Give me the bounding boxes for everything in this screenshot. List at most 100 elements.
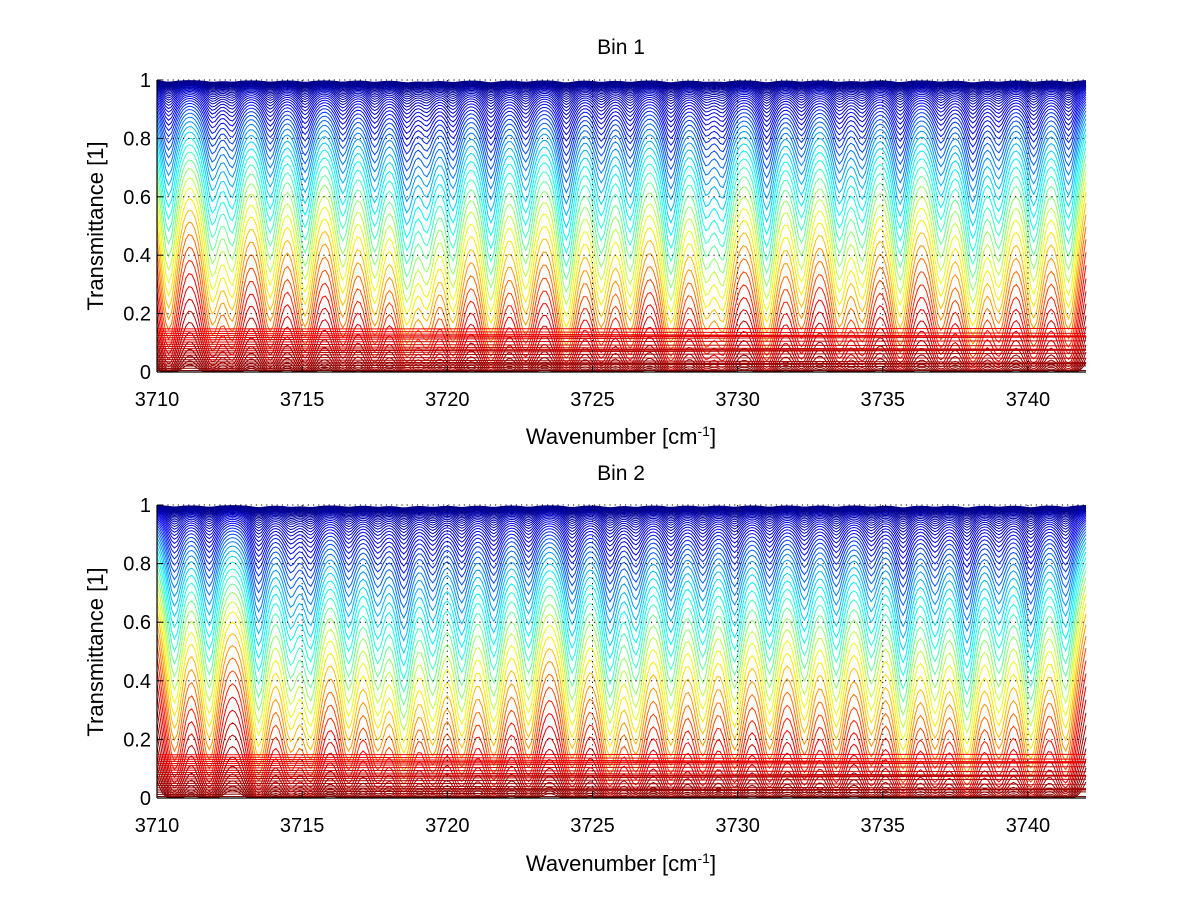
series-line [156, 98, 1087, 149]
x-axis-label: Wavenumber [cm-1] [526, 850, 716, 876]
series-line [156, 782, 1087, 785]
series-line [156, 787, 1087, 791]
series-line [156, 775, 1087, 780]
x-tick-label: 3720 [425, 389, 470, 411]
curves-group [156, 80, 1087, 373]
series-line [156, 513, 1087, 546]
series-line [156, 330, 1087, 334]
series-line [156, 756, 1087, 760]
x-tick-label: 3720 [425, 815, 470, 837]
series-line [156, 336, 1087, 341]
series-line [156, 510, 1087, 534]
series-line [156, 352, 1087, 356]
series-line [156, 239, 1087, 359]
series-line [156, 359, 1087, 363]
series-line [156, 507, 1087, 522]
series-line [156, 762, 1087, 767]
series-line [156, 758, 1087, 763]
series-line [156, 512, 1087, 542]
grid-lines [157, 79, 1086, 372]
series-line [156, 335, 1087, 373]
series-line [156, 349, 1087, 354]
y-tick-label: 0.8 [123, 128, 151, 150]
series-line [156, 601, 1087, 756]
series-line [156, 508, 1087, 524]
grid-lines [157, 504, 1086, 798]
series-line [156, 85, 1087, 103]
series-line [156, 541, 1087, 645]
series-line [156, 509, 1087, 528]
series-line [156, 90, 1087, 120]
series-line [156, 568, 1087, 709]
series-line [156, 785, 1087, 789]
series-line [156, 110, 1087, 184]
series-line [156, 345, 1087, 350]
series-line [156, 791, 1087, 795]
x-tick-label: 3730 [715, 389, 760, 411]
series-line [156, 202, 1087, 338]
x-tick-label: 3715 [280, 389, 325, 411]
y-tick-label: 0 [140, 362, 151, 384]
series-line [156, 527, 1087, 601]
series-line [156, 84, 1087, 100]
y-tick-label: 0.4 [123, 245, 151, 267]
y-tick-label: 1 [140, 495, 151, 517]
series-line [156, 778, 1087, 782]
series-line [156, 91, 1087, 125]
series-line [156, 518, 1087, 569]
series-line [156, 633, 1087, 781]
series-line [156, 88, 1087, 116]
series-line [156, 506, 1087, 516]
x-tick-label: 3725 [570, 389, 615, 411]
series-line [156, 515, 1087, 556]
series-line [156, 84, 1087, 98]
series-line [156, 107, 1087, 174]
curves-group [156, 505, 1087, 799]
series-line [156, 774, 1087, 777]
series-line [156, 86, 1087, 106]
x-tick-label: 3715 [280, 815, 325, 837]
series-line [156, 335, 1087, 337]
axis-ticks: 3710 3715 3720 3725 3730 3735 3740 0 0.2 0.4 0.6 0.… [123, 495, 1050, 837]
series-line [156, 101, 1087, 157]
series-line [156, 356, 1087, 359]
series-line [156, 550, 1087, 670]
series-line [156, 561, 1087, 696]
series-line [156, 583, 1087, 734]
y-tick-label: 0.2 [123, 729, 151, 751]
axis-ticks: 3710 3715 3720 3725 3730 3735 3740 0 0.2 0.4 0.6 0.… [123, 70, 1050, 411]
series-line [156, 511, 1087, 538]
y-tick-label: 0.8 [123, 554, 151, 576]
series-line [156, 506, 1087, 515]
series-line [156, 520, 1087, 576]
x-tick-label: 3710 [135, 389, 180, 411]
series-line [156, 592, 1087, 746]
series-line [156, 514, 1087, 551]
x-tick-label: 3710 [135, 815, 180, 837]
x-tick-label: 3735 [861, 389, 906, 411]
series-line [156, 191, 1087, 329]
series-line [156, 555, 1087, 683]
series-line [156, 525, 1087, 592]
plot-title: Bin 2 [597, 462, 645, 485]
y-tick-label: 0.4 [123, 671, 151, 693]
y-tick-label: 0 [140, 788, 151, 810]
series-line [156, 114, 1087, 194]
series-line [156, 181, 1087, 318]
x-tick-label: 3725 [570, 815, 615, 837]
series-line [156, 332, 1087, 337]
series-line [156, 348, 1087, 351]
y-axis-label: Transmittance [1] [83, 567, 108, 736]
series-line [156, 163, 1087, 294]
series-line [156, 522, 1087, 584]
series-line [156, 265, 1087, 367]
subplot-bin-2: Bin 2 3710 3715 3720 3725 3730 3735 3740 0 0.2 0.… [83, 462, 1087, 876]
series-line [156, 506, 1087, 514]
series-line [156, 171, 1087, 306]
series-line [156, 365, 1087, 369]
series-line [156, 766, 1087, 769]
series-line [156, 657, 1087, 790]
series-line [156, 96, 1087, 142]
series-line [156, 506, 1087, 517]
series-line [156, 533, 1087, 622]
